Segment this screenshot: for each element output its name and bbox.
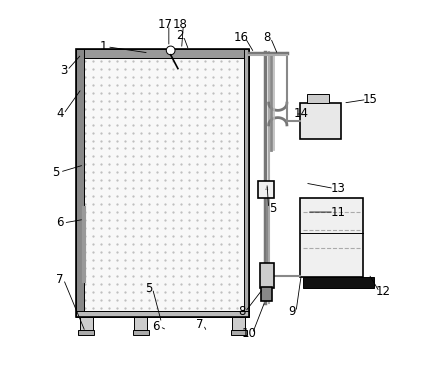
Text: 4: 4 <box>56 108 64 120</box>
Bar <box>76 311 249 317</box>
Bar <box>258 181 274 198</box>
Text: 10: 10 <box>241 327 256 340</box>
Text: 6: 6 <box>56 216 64 229</box>
Text: 4: 4 <box>264 187 268 192</box>
Text: 17: 17 <box>158 19 173 31</box>
Bar <box>80 317 93 332</box>
Text: 14: 14 <box>294 108 309 120</box>
Bar <box>81 53 245 313</box>
Text: 18: 18 <box>172 19 187 31</box>
Text: 8: 8 <box>263 31 271 44</box>
Text: 2: 2 <box>176 29 183 42</box>
Text: 11: 11 <box>330 206 345 219</box>
Bar <box>134 317 147 332</box>
Text: 1: 1 <box>100 40 107 53</box>
Bar <box>132 330 149 335</box>
Text: 5: 5 <box>268 202 276 215</box>
Text: 16: 16 <box>234 31 249 44</box>
Circle shape <box>166 46 175 55</box>
Bar <box>78 330 94 335</box>
Text: 8: 8 <box>238 306 245 318</box>
Bar <box>261 287 272 301</box>
Text: 5: 5 <box>53 165 60 179</box>
Text: 7: 7 <box>56 273 64 286</box>
Bar <box>299 103 342 139</box>
Bar <box>307 94 329 103</box>
Bar <box>76 49 249 317</box>
Bar <box>303 277 374 288</box>
Bar <box>76 49 249 58</box>
Bar <box>299 198 363 277</box>
Text: 15: 15 <box>363 93 378 106</box>
Text: 6: 6 <box>152 320 160 333</box>
Bar <box>233 317 245 332</box>
Bar <box>245 49 249 317</box>
Bar <box>260 263 274 288</box>
Bar <box>230 330 247 335</box>
Bar <box>76 49 84 317</box>
Text: 9: 9 <box>288 306 296 318</box>
Text: 12: 12 <box>376 285 391 298</box>
Text: 3: 3 <box>60 64 67 77</box>
Text: 5: 5 <box>145 282 152 295</box>
Text: 13: 13 <box>330 182 345 195</box>
Text: 7: 7 <box>196 318 203 331</box>
